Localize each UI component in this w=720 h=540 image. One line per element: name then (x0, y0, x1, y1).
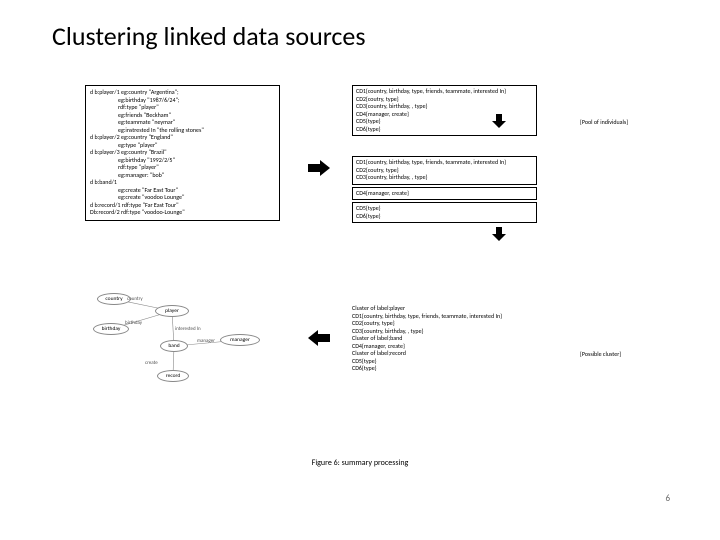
arrow-left-icon (308, 330, 330, 346)
step2-box-a: CD1{country, birthday, type, friends, te… (352, 156, 537, 185)
cluster-result-block: Cluster of label:playerCD1{country, birt… (352, 305, 537, 373)
step2-box-c: CD5{type}CD6{type} (352, 202, 537, 223)
page-number: 6 (665, 493, 670, 504)
graph-node-record: record (157, 370, 189, 382)
page-title: Clustering linked data sources (52, 20, 366, 52)
graph-diagram: player country birthday band record manager co… (85, 290, 280, 385)
step2-box-b: CD4{manager, create} (352, 187, 537, 201)
edge-label: create (145, 360, 158, 366)
cluster-label: [Possible cluster] (580, 350, 621, 358)
graph-node-country: country (97, 293, 131, 305)
graph-node-band: band (160, 340, 188, 352)
pool-label: [Pool of individuals] (580, 118, 628, 126)
rdf-source-block: d b:player/1 eg:country "Argentina";eg:b… (85, 85, 280, 221)
arrow-right-icon (308, 160, 330, 176)
graph-node-player: player (155, 305, 189, 317)
edge-label: manager (197, 338, 215, 344)
edge-label: interested In (175, 326, 201, 332)
arrow-down-icon (492, 227, 506, 241)
right-stack: CD1{country, birthday, type, friends, te… (352, 85, 632, 243)
pool-box: CD1{country, birthday, type, friends, te… (352, 85, 537, 136)
arrow-down-icon (492, 114, 506, 128)
graph-node-birthday: birthday (93, 323, 129, 335)
graph-node-manager: manager (220, 334, 260, 346)
edge-label: country (127, 296, 143, 302)
edge-label: birthday (125, 320, 142, 326)
figure-caption: Figure 6: summary processing (0, 458, 720, 468)
